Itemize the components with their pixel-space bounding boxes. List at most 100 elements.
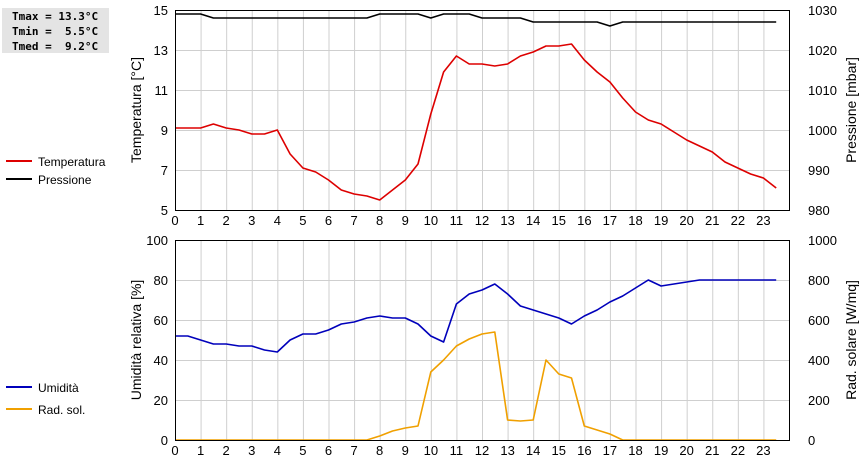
- legend: Umidità Rad. sol.: [6, 381, 85, 417]
- humidity-radiation-chart: 0 1 2 3 4 5 6 7 8 9 10 11 12 13 14 15 16 17 18 19 20 21 22 2302…: [6, 233, 859, 458]
- x-tick-label: 17: [603, 213, 617, 228]
- x-tick-label: 13: [500, 443, 514, 458]
- y-tick-label: 80: [154, 273, 168, 288]
- y-tick-label: 7: [161, 163, 168, 178]
- y2-tick-label: 200: [808, 393, 830, 408]
- temperature-stats-box: Tmax = 13.3°C Tmin = 5.5°C Tmed = 9.2°C: [2, 8, 109, 53]
- x-tick-label: 1: [197, 443, 204, 458]
- legend: Temperatura Pressione: [6, 155, 106, 187]
- tmin-label: Tmin = 5.5°C: [12, 25, 99, 38]
- x-tick-label: 21: [705, 213, 719, 228]
- x-tick-label: 7: [350, 443, 357, 458]
- x-tick-label: 16: [577, 443, 591, 458]
- plot-frame: [175, 10, 790, 211]
- y2-axis-label: Rad. solare [W/mq]: [843, 280, 859, 400]
- x-tick-label: 11: [450, 443, 464, 458]
- y2-tick-label: 600: [808, 313, 830, 328]
- x-tick-label: 6: [325, 443, 332, 458]
- y2-axis-label: Pressione [mbar]: [843, 57, 859, 163]
- y2-tick-label: 980: [808, 203, 830, 218]
- y-tick-label: 60: [154, 313, 168, 328]
- x-tick-label: 9: [402, 213, 409, 228]
- y2-tick-label: 400: [808, 353, 830, 368]
- x-tick-label: 3: [248, 443, 255, 458]
- x-tick-label: 3: [248, 213, 255, 228]
- x-tick-label: 5: [299, 443, 306, 458]
- tick-labels: 0 1 2 3 4 5 6 7 8 9 10 11 12 13 14 15 16 17 18 19 20 21 22 2302…: [146, 233, 837, 458]
- x-tick-label: 5: [299, 213, 306, 228]
- x-tick-label: 11: [450, 213, 464, 228]
- x-tick-label: 14: [526, 213, 540, 228]
- x-tick-label: 9: [402, 443, 409, 458]
- x-tick-label: 16: [577, 213, 591, 228]
- y-tick-label: 40: [154, 353, 168, 368]
- tick-labels: 0 1 2 3 4 5 6 7 8 9 10 11 12 13 14 15 16 17 18 19 20 21 22 2357…: [154, 3, 837, 228]
- x-tick-label: 1: [197, 213, 204, 228]
- x-tick-label: 4: [274, 443, 281, 458]
- x-tick-label: 15: [552, 443, 566, 458]
- x-tick-label: 8: [376, 213, 383, 228]
- x-tick-label: 14: [526, 443, 540, 458]
- grid-lines: [175, 240, 789, 441]
- x-tick-label: 10: [424, 213, 438, 228]
- x-tick-label: 23: [756, 213, 770, 228]
- x-tick-label: 2: [223, 443, 230, 458]
- plot-frame: [175, 240, 790, 441]
- x-tick-label: 21: [705, 443, 719, 458]
- x-tick-label: 8: [376, 443, 383, 458]
- x-tick-label: 20: [679, 213, 693, 228]
- x-tick-label: 0: [171, 213, 178, 228]
- y-tick-label: 11: [155, 83, 169, 98]
- x-tick-label: 10: [424, 443, 438, 458]
- temperature-line: [175, 43, 777, 201]
- x-tick-label: 17: [603, 443, 617, 458]
- y2-tick-label: 1010: [808, 83, 837, 98]
- x-tick-label: 7: [350, 213, 357, 228]
- y-axis-label: Umidità relativa [%]: [128, 280, 144, 401]
- series-lines: [175, 13, 777, 201]
- x-tick-label: 12: [475, 443, 489, 458]
- x-tick-label: 0: [171, 443, 178, 458]
- x-tick-label: 2: [223, 213, 230, 228]
- y-tick-label: 15: [154, 3, 168, 18]
- humidity-line: [175, 279, 777, 353]
- y-tick-label: 9: [161, 123, 168, 138]
- y2-tick-label: 1000: [808, 233, 837, 248]
- legend-label-temperature: Temperatura: [38, 155, 106, 169]
- y2-tick-label: 0: [808, 433, 815, 448]
- grid-lines: [175, 10, 789, 211]
- x-tick-label: 22: [731, 213, 745, 228]
- x-tick-label: 19: [654, 443, 668, 458]
- legend-label-humidity: Umidità: [38, 381, 79, 395]
- pressure-line: [175, 13, 777, 27]
- x-tick-label: 6: [325, 213, 332, 228]
- x-tick-label: 23: [756, 443, 770, 458]
- x-tick-label: 18: [628, 443, 642, 458]
- x-tick-label: 22: [731, 443, 745, 458]
- legend-label-radiation: Rad. sol.: [38, 403, 85, 417]
- radiation-line: [175, 331, 777, 441]
- y-tick-label: 20: [154, 393, 168, 408]
- y2-tick-label: 1000: [808, 123, 837, 138]
- y-tick-label: 0: [161, 433, 168, 448]
- x-tick-label: 4: [274, 213, 281, 228]
- y-axis-label: Temperatura [°C]: [128, 57, 144, 163]
- y-tick-label: 13: [154, 43, 168, 58]
- temperature-pressure-chart: 0 1 2 3 4 5 6 7 8 9 10 11 12 13 14 15 16 17 18 19 20 21 22 2357…: [6, 3, 859, 228]
- y2-tick-label: 1020: [808, 43, 837, 58]
- y-tick-label: 100: [146, 233, 168, 248]
- legend-label-pressure: Pressione: [38, 173, 92, 187]
- y2-tick-label: 990: [808, 163, 830, 178]
- x-tick-label: 19: [654, 213, 668, 228]
- x-tick-label: 13: [500, 213, 514, 228]
- y-tick-label: 5: [161, 203, 168, 218]
- y2-tick-label: 1030: [808, 3, 837, 18]
- x-tick-label: 12: [475, 213, 489, 228]
- y2-tick-label: 800: [808, 273, 830, 288]
- tmed-label: Tmed = 9.2°C: [12, 40, 99, 53]
- x-tick-label: 20: [679, 443, 693, 458]
- x-tick-label: 18: [628, 213, 642, 228]
- x-tick-label: 15: [552, 213, 566, 228]
